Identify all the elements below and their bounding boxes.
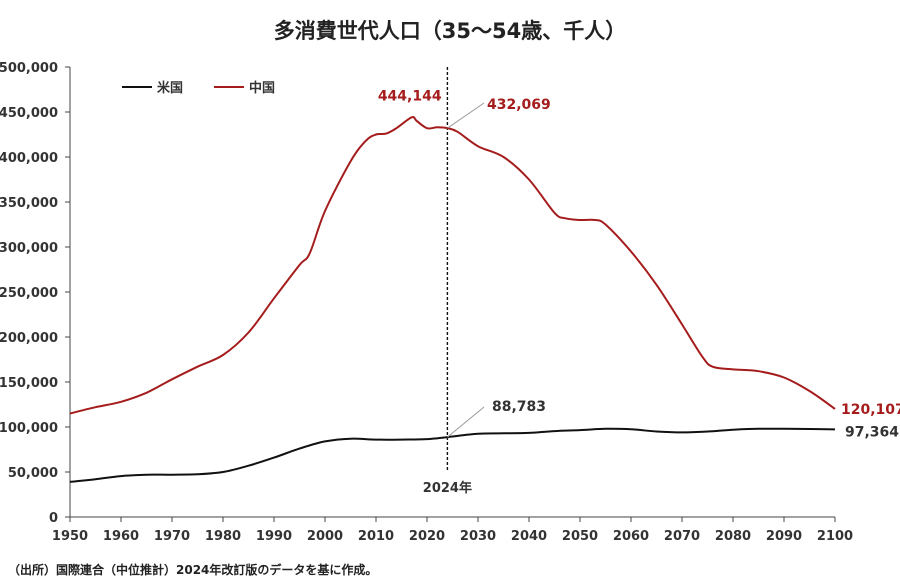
x-tick-label: 1990	[256, 529, 292, 544]
source-note: （出所）国際連合（中位推計）2024年改訂版のデータを基に作成。	[8, 562, 377, 577]
x-tick-label: 2080	[715, 529, 751, 544]
y-tick-label: 500,000	[0, 61, 58, 76]
leader-line-china-2024	[447, 102, 485, 129]
annotation-china-2024: 432,069	[487, 97, 551, 113]
x-tick-label: 1960	[103, 529, 139, 544]
y-tick-label: 450,000	[0, 106, 58, 121]
chart-title: 多消費世代人口（35～54歳、千人）	[274, 19, 626, 43]
x-tick-label: 2000	[307, 529, 343, 544]
y-tick-label: 50,000	[8, 466, 58, 481]
leader-line-us-2024	[447, 406, 485, 438]
x-tick-label: 2090	[766, 529, 802, 544]
x-tick-label: 2070	[664, 529, 700, 544]
legend-label-us: 米国	[157, 80, 183, 96]
y-tick-label: 250,000	[0, 286, 58, 301]
y-tick-label: 100,000	[0, 421, 58, 436]
x-tick-labels: 1950 1960 1970 1980 1990 2000 2010 2020 2030 2040…	[52, 517, 853, 544]
legend-label-china: 中国	[249, 80, 275, 96]
reference-line-label: 2024年	[423, 480, 472, 496]
x-tick-label: 2100	[817, 529, 853, 544]
series-line-china	[69, 116, 836, 415]
x-tick-label: 1980	[205, 529, 241, 544]
y-tick-labels: 0 50,000 100,000 150,000 200,000 250,000 300,0…	[0, 61, 70, 526]
x-tick-label: 2020	[409, 529, 445, 544]
x-tick-label: 2010	[358, 529, 394, 544]
x-tick-label: 2040	[511, 529, 547, 544]
series-line-us	[69, 427, 836, 483]
reference-line-2024: 2024年	[423, 67, 472, 496]
annotation-peak-china: 444,144	[378, 88, 442, 104]
x-tick-label: 2050	[562, 529, 598, 544]
y-tick-label: 400,000	[0, 151, 58, 166]
y-tick-label: 0	[49, 511, 58, 526]
x-tick-label: 2030	[460, 529, 496, 544]
annotations: 444,144 432,069 88,783 120,107 97,364	[378, 88, 900, 440]
x-tick-label: 1970	[154, 529, 190, 544]
annotation-us-2024: 88,783	[492, 399, 546, 415]
axes	[69, 67, 835, 518]
y-tick-label: 150,000	[0, 376, 58, 391]
annotation-us-2100: 97,364	[845, 424, 899, 440]
y-tick-label: 300,000	[0, 241, 58, 256]
y-tick-label: 200,000	[0, 331, 58, 346]
y-tick-label: 350,000	[0, 196, 58, 211]
annotation-china-2100: 120,107	[841, 402, 900, 418]
x-tick-label: 1950	[52, 529, 88, 544]
legend: 米国 中国	[122, 80, 275, 96]
x-tick-label: 2060	[613, 529, 649, 544]
series-lines	[69, 116, 836, 483]
